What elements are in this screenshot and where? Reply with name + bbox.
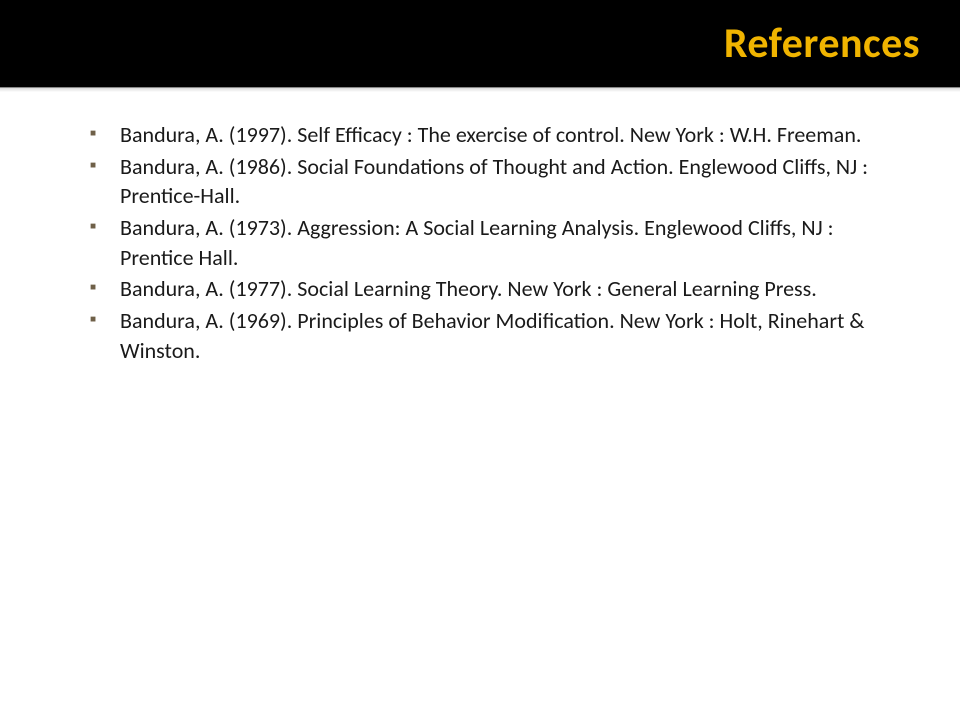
slide-title: References: [0, 18, 960, 69]
reference-item: Bandura, A. (1997). Self Efficacy : The …: [90, 120, 900, 150]
reference-text: Bandura, A. (1986). Social Foundations o…: [120, 153, 868, 210]
reference-item: Bandura, A. (1969). Principles of Behavi…: [90, 306, 900, 365]
reference-text: Bandura, A. (1969). Principles of Behavi…: [120, 307, 864, 364]
reference-item: Bandura, A. (1986). Social Foundations o…: [90, 152, 900, 211]
reference-item: Bandura, A. (1977). Social Learning Theo…: [90, 274, 900, 304]
slide-body: Bandura, A. (1997). Self Efficacy : The …: [0, 92, 960, 366]
reference-item: Bandura, A. (1973). Aggression: A Social…: [90, 213, 900, 272]
reference-text: Bandura, A. (1997). Self Efficacy : The …: [120, 121, 861, 148]
references-list: Bandura, A. (1997). Self Efficacy : The …: [90, 120, 900, 366]
reference-text: Bandura, A. (1973). Aggression: A Social…: [120, 214, 833, 271]
slide-header: References: [0, 0, 960, 88]
reference-text: Bandura, A. (1977). Social Learning Theo…: [120, 275, 817, 302]
